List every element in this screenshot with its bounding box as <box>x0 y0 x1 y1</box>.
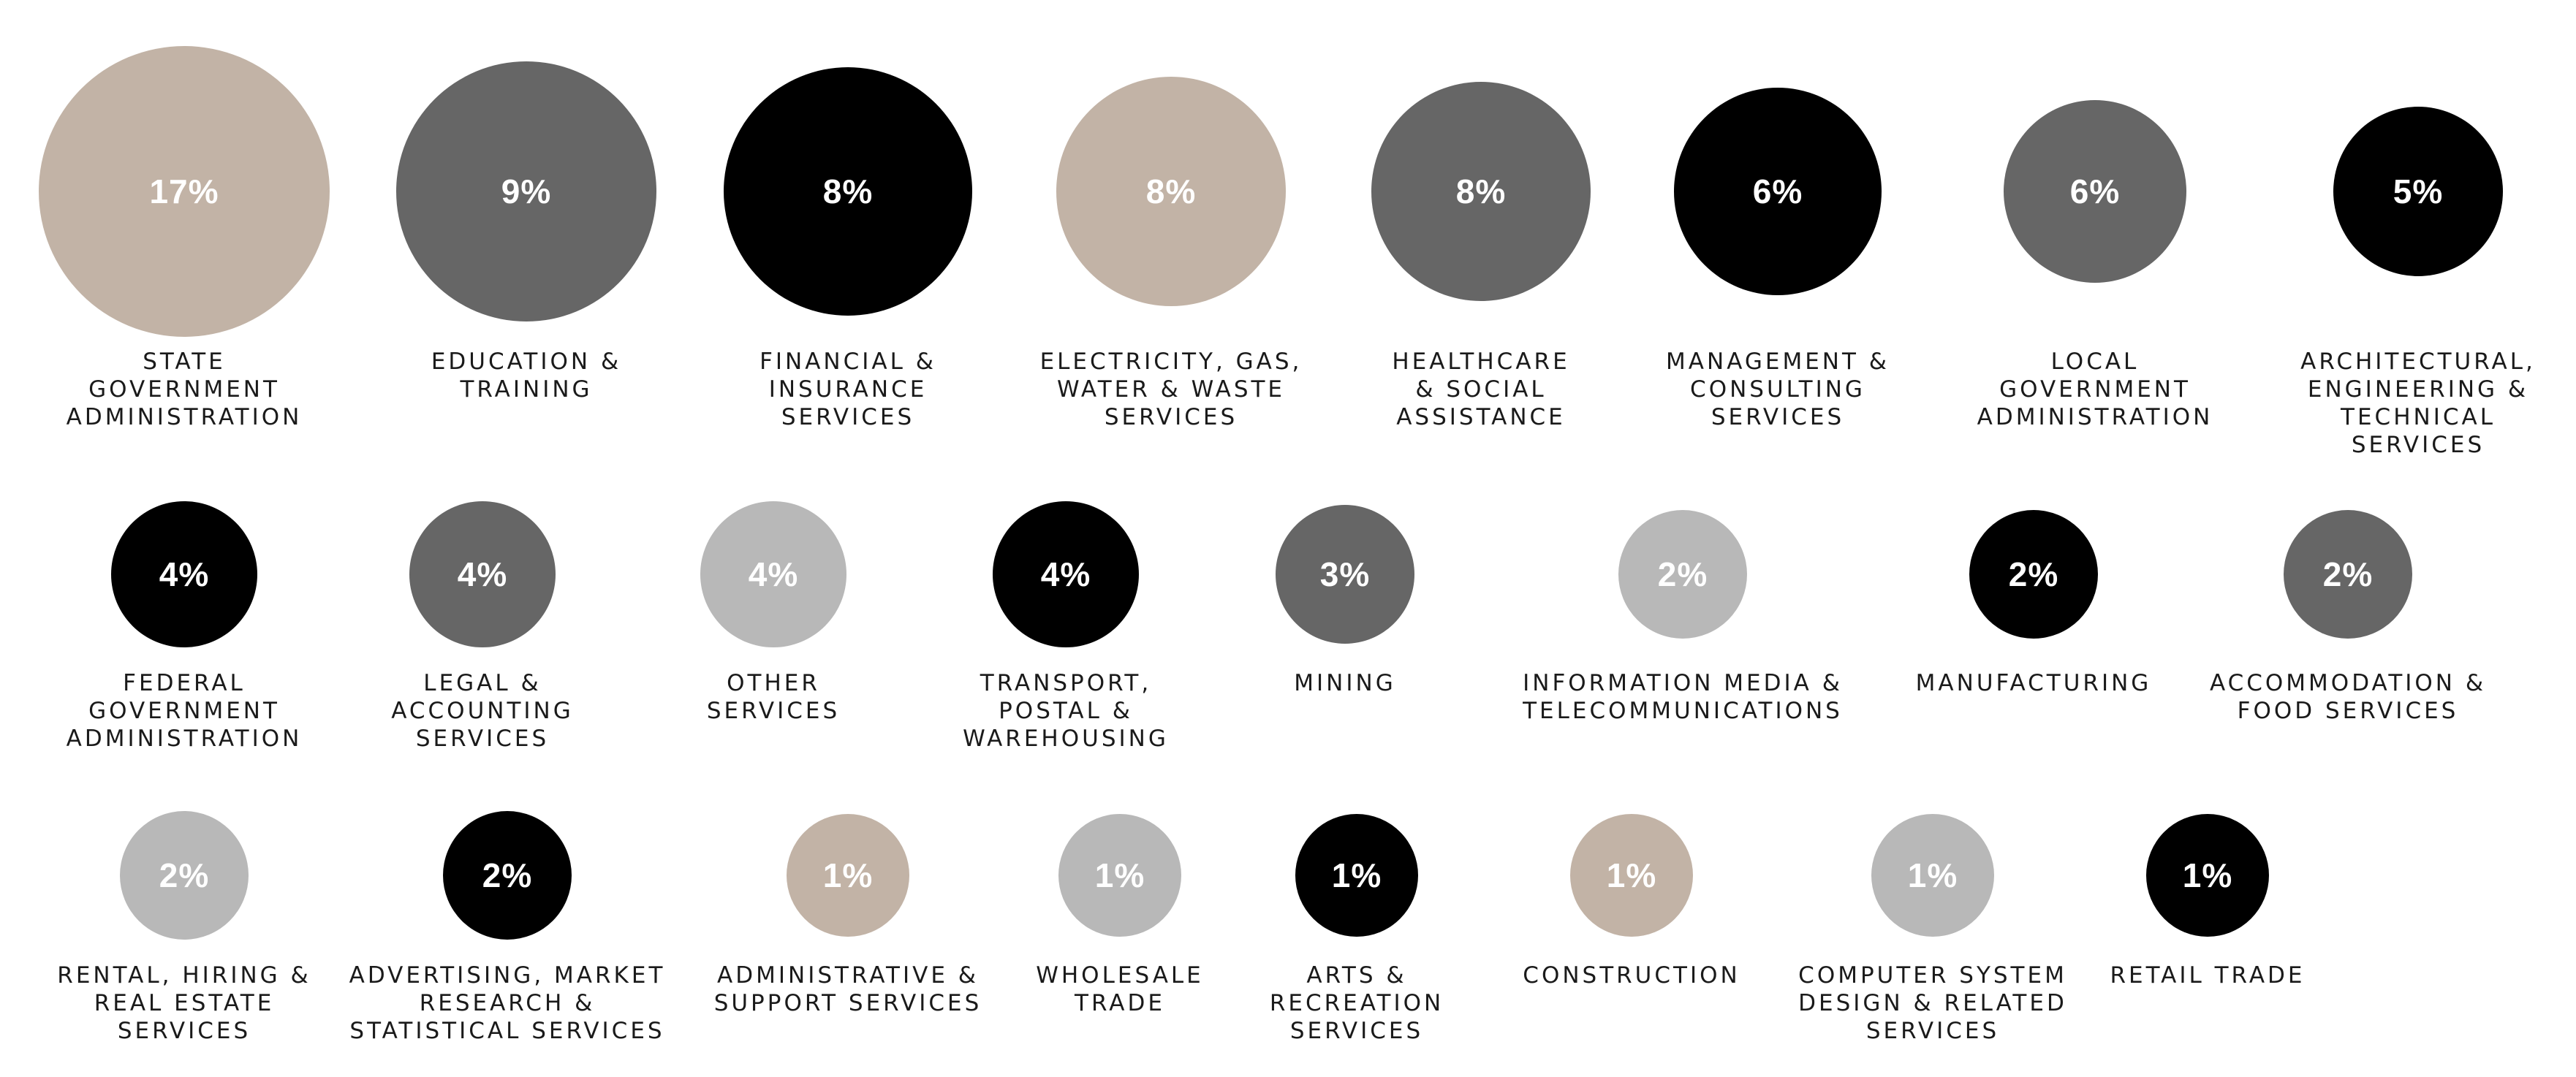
bubble: 1% <box>1295 814 1418 937</box>
bubble: 4% <box>111 501 257 647</box>
bubble-percent: 8% <box>822 172 874 210</box>
bubble-percent: 5% <box>2393 172 2444 210</box>
bubble-percent: 4% <box>1040 555 1091 593</box>
bubble-label: RENTAL, HIRING & REAL ESTATE SERVICES <box>57 962 311 1044</box>
bubble: 1% <box>1570 814 1693 937</box>
bubble-percent: 4% <box>159 555 210 593</box>
bubble: 6% <box>1674 88 1882 295</box>
bubble-label: LEGAL & ACCOUNTING SERVICES <box>391 670 574 752</box>
bubble: 1% <box>2146 814 2269 937</box>
bubble-percent: 1% <box>1907 856 1958 894</box>
bubble-percent: 2% <box>2322 555 2374 593</box>
bubble-label: MINING <box>1294 670 1396 696</box>
bubble-percent: 6% <box>2069 172 2121 210</box>
bubble-percent: 6% <box>1752 172 1803 210</box>
bubble: 1% <box>1058 814 1181 937</box>
bubble-label: TRANSPORT, POSTAL & WAREHOUSING <box>963 670 1169 752</box>
bubble: 8% <box>724 67 972 316</box>
bubble-percent: 1% <box>2182 856 2233 894</box>
bubble-label: OTHER SERVICES <box>706 670 841 724</box>
bubble-percent: 17% <box>149 172 219 210</box>
bubble-label: MANAGEMENT & CONSULTING SERVICES <box>1666 349 1890 430</box>
bubble-label: COMPUTER SYSTEM DESIGN & RELATED SERVICE… <box>1798 962 2067 1044</box>
bubble-label: STATE GOVERNMENT ADMINISTRATION <box>66 349 303 430</box>
bubble-label: ARTS & RECREATION SERVICES <box>1269 962 1444 1044</box>
bubble-percent: 2% <box>1657 555 1708 593</box>
bubble-percent: 8% <box>1145 172 1197 210</box>
bubble-percent: 2% <box>2008 555 2059 593</box>
bubble-percent: 4% <box>748 555 799 593</box>
bubble-label: ARCHITECTURAL, ENGINEERING & TECHNICAL S… <box>2300 349 2536 458</box>
bubble-percent: 9% <box>501 172 552 210</box>
bubble: 2% <box>120 811 249 940</box>
bubble-label: LOCAL GOVERNMENT ADMINISTRATION <box>1977 349 2213 430</box>
bubble-label: HEALTHCARE & SOCIAL ASSISTANCE <box>1392 349 1570 430</box>
bubble: 2% <box>443 811 572 940</box>
bubble: 8% <box>1371 82 1591 301</box>
bubble-label: FINANCIAL & INSURANCE SERVICES <box>759 349 936 430</box>
bubble-percent: 2% <box>482 856 533 894</box>
bubble-label: EDUCATION & TRAINING <box>431 349 622 403</box>
bubble: 17% <box>39 46 330 337</box>
bubble-label: MANUFACTURING <box>1915 670 2152 696</box>
bubble-label: WHOLESALE TRADE <box>1036 962 1204 1016</box>
bubble-percent: 1% <box>822 856 874 894</box>
bubble-label: ADVERTISING, MARKET RESEARCH & STATISTIC… <box>349 962 666 1044</box>
bubble-percent: 3% <box>1319 555 1371 593</box>
bubble: 2% <box>1969 510 2098 639</box>
bubble: 4% <box>700 501 846 647</box>
bubble-percent: 1% <box>1331 856 1382 894</box>
bubble: 8% <box>1056 77 1286 306</box>
bubble-label: ACCOMMODATION & FOOD SERVICES <box>2209 670 2487 724</box>
bubble-percent: 8% <box>1455 172 1507 210</box>
bubble: 5% <box>2333 107 2503 276</box>
bubble: 1% <box>787 814 909 937</box>
bubble: 1% <box>1871 814 1994 937</box>
bubble-label: CONSTRUCTION <box>1523 962 1740 989</box>
bubble-label: ADMINISTRATIVE & SUPPORT SERVICES <box>713 962 982 1016</box>
bubble: 6% <box>2004 100 2186 283</box>
bubble: 2% <box>1618 510 1747 639</box>
bubble-label: RETAIL TRADE <box>2110 962 2306 989</box>
bubble: 9% <box>396 61 656 321</box>
bubble: 4% <box>993 501 1139 647</box>
bubble-percent: 4% <box>457 555 508 593</box>
bubble-label: ELECTRICITY, GAS, WATER & WASTE SERVICES <box>1039 349 1303 430</box>
bubble: 3% <box>1276 505 1414 644</box>
bubble-percent: 1% <box>1606 856 1657 894</box>
bubble-percent: 1% <box>1094 856 1145 894</box>
bubble: 4% <box>409 501 556 647</box>
bubble-percent: 2% <box>159 856 210 894</box>
bubble-label: FEDERAL GOVERNMENT ADMINISTRATION <box>66 670 303 752</box>
bubble: 2% <box>2284 510 2412 639</box>
bubble-label: INFORMATION MEDIA & TELECOMMUNICATIONS <box>1523 670 1843 724</box>
